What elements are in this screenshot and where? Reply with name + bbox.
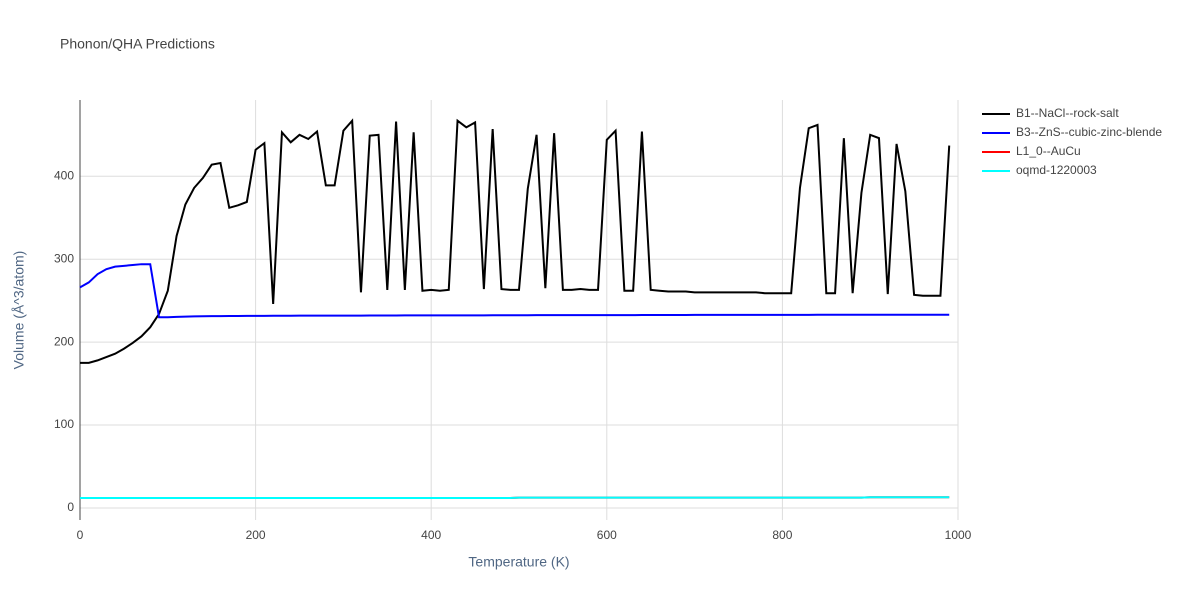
y-tick-label: 100 bbox=[54, 417, 74, 431]
x-tick-label: 200 bbox=[246, 528, 266, 542]
y-tick-label: 200 bbox=[54, 334, 74, 348]
x-tick-label: 400 bbox=[421, 528, 441, 542]
series-line bbox=[79, 263, 950, 319]
x-tick-label: 600 bbox=[597, 528, 617, 542]
x-axis-title: Temperature (K) bbox=[468, 554, 569, 570]
x-tick-label: 800 bbox=[772, 528, 792, 542]
chart-title: Phonon/QHA Predictions bbox=[60, 36, 215, 52]
y-tick-label: 0 bbox=[67, 500, 74, 514]
y-axis-title: Volume (Å^3/atom) bbox=[11, 251, 27, 370]
y-tick-label: 400 bbox=[54, 168, 74, 182]
x-tick-label: 1000 bbox=[945, 528, 972, 542]
x-tick-label: 0 bbox=[77, 528, 84, 542]
series-line bbox=[80, 496, 950, 500]
legend-label: L1_0--AuCu bbox=[1016, 144, 1081, 158]
y-tick-label: 300 bbox=[54, 251, 74, 265]
legend-label: B1--NaCl--rock-salt bbox=[1016, 106, 1119, 120]
legend-label: B3--ZnS--cubic-zinc-blende bbox=[1016, 125, 1162, 139]
series-line bbox=[80, 118, 951, 364]
legend-label: oqmd-1220003 bbox=[1016, 163, 1097, 177]
